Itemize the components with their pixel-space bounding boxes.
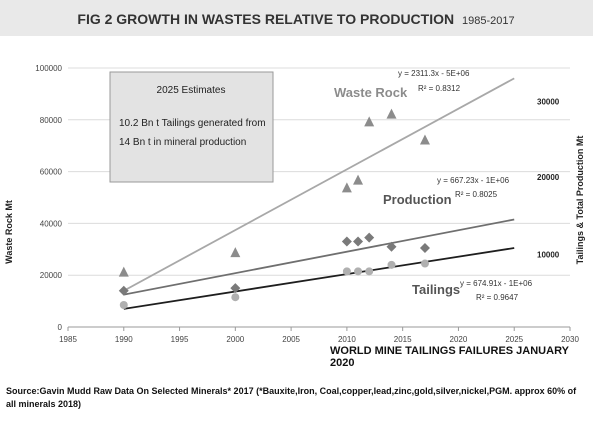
y-tick-label: 20000 — [40, 271, 63, 280]
estimate-box: 2025 Estimates 10.2 Bn t Tailings genera… — [109, 71, 274, 183]
production-point — [419, 243, 430, 254]
tailings-point — [420, 259, 429, 268]
y-axis-title: Waste Rock Mt — [4, 200, 14, 264]
tailings-point — [365, 267, 374, 276]
x-tick-label: 2030 — [561, 335, 579, 344]
y-tick-label: 100000 — [35, 64, 62, 73]
tailings-point — [231, 293, 240, 302]
production-point — [341, 236, 352, 247]
right-axis-title: Tailings & Total Production Mt — [575, 136, 585, 265]
production-point — [386, 241, 397, 252]
chart-title: FIG 2 GROWTH IN WASTES RELATIVE TO PRODU… — [77, 11, 514, 27]
x-tick-label: 2000 — [226, 335, 244, 344]
waste-rock-point — [341, 182, 352, 193]
chart-title-years: 1985-2017 — [462, 15, 515, 27]
chart-title-main: FIG 2 GROWTH IN WASTES RELATIVE TO PRODU… — [77, 11, 454, 27]
equation-production: y = 667.23x - 1E+06 — [437, 176, 510, 185]
series-label-production: Production — [383, 192, 452, 207]
trendline-tailings — [123, 247, 515, 310]
y-tick-label: 0 — [58, 323, 63, 332]
equation-waste-rock: y = 2311.3x - 5E+06 — [398, 69, 470, 78]
trendline-waste-rock — [123, 77, 515, 292]
title-band — [0, 0, 593, 36]
x-tick-label: 1995 — [171, 335, 189, 344]
series-label-waste-rock: Waste Rock — [334, 85, 408, 100]
waste-rock-point — [364, 116, 375, 127]
r-squared-tailings: R² = 0.9647 — [476, 293, 519, 302]
estimate-box-line-2: 14 Bn t in mineral production — [119, 137, 246, 148]
source-note: Source:Gavin Mudd Raw Data On Selected M… — [6, 386, 577, 409]
data-points — [118, 108, 430, 309]
waste-rock-point — [353, 174, 364, 185]
tailings-point — [342, 267, 351, 276]
axes: 0 20000 40000 60000 80000 100000 1985 1990 1995 2… — [35, 64, 579, 344]
tailings-point — [354, 267, 363, 276]
x-tick-label: 2020 — [450, 335, 468, 344]
y-tick-label: 60000 — [40, 168, 63, 177]
waste-rock-point — [230, 247, 241, 258]
x-tick-label: 1990 — [115, 335, 133, 344]
r-squared-production: R² = 0.8025 — [455, 190, 498, 199]
waste-rock-point — [419, 134, 430, 145]
right-tick-label: 10000 — [537, 250, 560, 259]
x-tick-label: 2015 — [394, 335, 412, 344]
x-tick-label: 1985 — [59, 335, 77, 344]
waste-rock-point — [118, 266, 129, 277]
production-point — [353, 236, 364, 247]
x-tick-label: 2010 — [338, 335, 356, 344]
series-label-tailings: Tailings — [412, 282, 460, 297]
right-tick-label: 20000 — [537, 173, 560, 182]
tailings-point — [387, 260, 396, 269]
estimate-box-heading: 2025 Estimates — [157, 85, 226, 96]
equation-tailings: y = 674.91x - 1E+06 — [460, 279, 533, 288]
production-point — [364, 232, 375, 243]
trendlines — [123, 77, 515, 310]
scatter-chart: FIG 2 GROWTH IN WASTES RELATIVE TO PRODU… — [0, 0, 593, 344]
trendline-production — [123, 218, 515, 296]
series-labels: Waste Rock y = 2311.3x - 5E+06 R² = 0.8312… — [334, 69, 533, 302]
x-tick-label: 2025 — [505, 335, 523, 344]
production-point — [230, 283, 241, 294]
y-tick-label: 40000 — [40, 219, 63, 228]
estimate-box-line-1: 10.2 Bn t Tailings generated from — [119, 118, 266, 129]
waste-rock-point — [386, 108, 397, 119]
tailings-point — [119, 300, 128, 309]
chart-subtitle: WORLD MINE TAILINGS FAILURES JANUARY 202… — [330, 345, 569, 369]
x-tick-label: 2005 — [282, 335, 300, 344]
right-tick-label: 30000 — [537, 98, 560, 107]
r-squared-waste-rock: R² = 0.8312 — [418, 84, 461, 93]
y-tick-label: 80000 — [40, 116, 63, 125]
production-point — [118, 285, 129, 296]
estimate-box-background — [109, 71, 274, 183]
